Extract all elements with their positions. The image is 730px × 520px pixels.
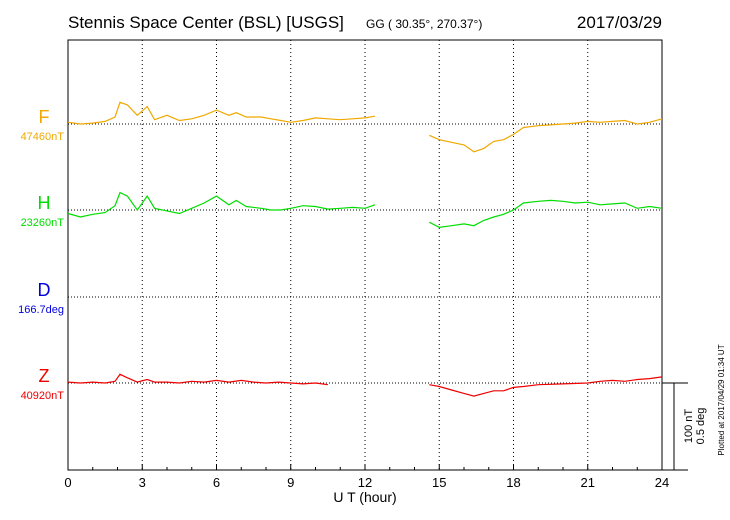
component-baseline-F: 47460nT [21,131,65,143]
x-tick-label-18: 18 [506,475,520,490]
x-axis: 0 3 6 9 12 15 18 21 24 [64,464,669,490]
grid-lines [141,40,589,470]
trace-H [67,191,663,229]
scale-label-deg: 0.5 deg [695,408,707,445]
date-label: 2017/03/29 [577,13,662,32]
component-baseline-Z: 40920nT [21,390,65,402]
x-tick-label-6: 6 [213,475,220,490]
x-axis-label: U T (hour) [333,489,396,505]
x-tick-label-24: 24 [655,475,669,490]
trace-F [67,101,663,153]
component-name-F: F [39,107,50,127]
scale-label-nt: 100 nT [683,409,695,444]
x-tick-label-0: 0 [64,475,71,490]
x-tick-label-3: 3 [139,475,146,490]
coordinates-label: GG ( 30.35°, 270.37°) [366,17,482,31]
x-tick-label-12: 12 [358,475,372,490]
scale-bar: 100 nT 0.5 deg [662,382,707,471]
plotted-note: Plotted at 2017/04/29 01:34 UT [717,344,726,455]
station-title: Stennis Space Center (BSL) [USGS] [68,13,344,32]
x-tick-label-9: 9 [287,475,294,490]
component-name-D: D [38,280,51,300]
trace-Z [67,373,663,397]
traces [67,101,663,397]
component-baseline-D: 166.7deg [18,304,64,316]
component-baseline-H: 23260nT [21,217,65,229]
component-name-H: H [38,193,51,213]
x-tick-label-15: 15 [432,475,446,490]
component-name-Z: Z [39,366,50,386]
component-labels: F 47460nT H 23260nT D 166.7deg Z 40920nT [18,107,64,402]
x-tick-label-21: 21 [581,475,595,490]
